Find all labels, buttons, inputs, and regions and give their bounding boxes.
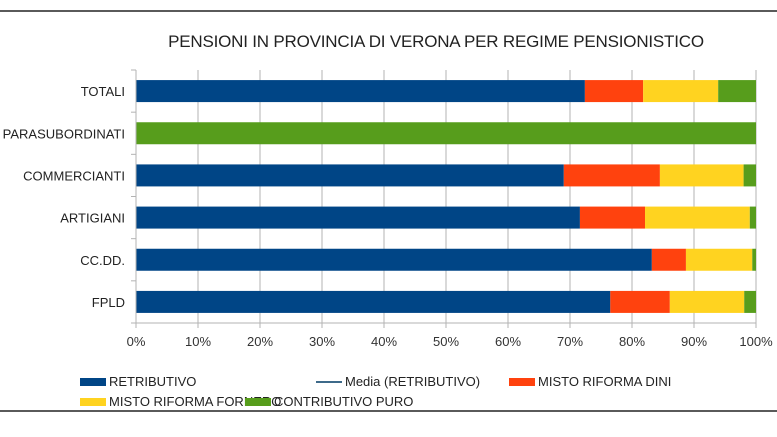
bar-segment-misto-riforma-fornero	[669, 290, 745, 313]
bars	[136, 80, 756, 313]
bar-segment-contributivo-puro	[744, 290, 756, 313]
grid-lines	[135, 70, 757, 323]
bottom-frame-line	[0, 410, 777, 412]
legend-label: RETRIBUTIVO	[109, 374, 197, 389]
x-tick-label: 40%	[371, 334, 397, 349]
x-tick-label: 80%	[619, 334, 645, 349]
bar-segment-misto-riforma-dini	[563, 164, 660, 187]
bar-segment-contributivo-puro	[718, 80, 756, 103]
category-label: ARTIGIANI	[60, 211, 125, 226]
top-frame-line	[0, 10, 777, 12]
category-labels: TOTALI PARASUBORDINATI COMMERCIANTI ARTIGIA…	[3, 84, 125, 310]
bar-segment-contributivo-puro	[743, 164, 756, 187]
bar-segment-contributivo-puro	[136, 122, 756, 145]
bar-segment-misto-riforma-dini	[584, 80, 644, 103]
legend-label: CONTRIBUTIVO PURO	[274, 394, 414, 409]
legend-label: MISTO RIFORMA FORNERO	[109, 394, 282, 409]
legend-item-contributivo-puro: CONTRIBUTIVO PURO	[245, 394, 413, 409]
axes	[131, 69, 757, 328]
category-label: TOTALI	[81, 84, 125, 99]
legend-item-misto-riforma-dini: MISTO RIFORMA DINI	[509, 374, 671, 389]
x-tick-label: 90%	[681, 334, 707, 349]
x-tick-label: 20%	[247, 334, 273, 349]
x-tick-label: 0%	[127, 334, 146, 349]
bar-segment-retributivo	[136, 248, 652, 271]
bar-segment-misto-riforma-dini	[579, 206, 646, 229]
bar-segment-contributivo-puro	[752, 248, 756, 271]
chart-title: PENSIONI IN PROVINCIA DI VERONA PER REGI…	[168, 32, 704, 51]
bar-segment-misto-riforma-fornero	[659, 164, 744, 187]
legend-label: Media (RETRIBUTIVO)	[345, 374, 481, 389]
x-tick-label: 50%	[433, 334, 459, 349]
x-tick-label: 70%	[557, 334, 583, 349]
bar-segment-misto-riforma-fornero	[645, 206, 750, 229]
bar-segment-contributivo-puro	[749, 206, 756, 229]
legend-line-swatch-media	[316, 380, 342, 383]
bar-segment-misto-riforma-fornero	[643, 80, 719, 103]
x-tick-labels: 0% 10% 20% 30% 40% 50% 60% 70% 80% 90% 100%	[127, 334, 773, 349]
bar-segment-retributivo	[136, 164, 564, 187]
legend-item-misto-riforma-fornero: MISTO RIFORMA FORNERO	[80, 394, 281, 409]
bar-segment-misto-riforma-fornero	[685, 248, 753, 271]
bar-segment-misto-riforma-dini	[610, 290, 670, 313]
legend-swatch-misto-riforma-dini	[509, 377, 535, 386]
x-tick-label: 30%	[309, 334, 335, 349]
legend-label: MISTO RIFORMA DINI	[538, 374, 672, 389]
legend-swatch-misto-riforma-fornero	[80, 397, 106, 406]
category-label: PARASUBORDINATI	[3, 126, 125, 141]
x-tick-label: 100%	[739, 334, 773, 349]
legend-item-retributivo: RETRIBUTIVO	[80, 374, 196, 389]
category-label: CC.DD.	[80, 253, 125, 268]
legend-swatch-contributivo-puro	[245, 397, 271, 406]
legend-swatch-retributivo	[80, 377, 106, 386]
category-label: FPLD	[92, 295, 125, 310]
x-tick-label: 60%	[495, 334, 521, 349]
bar-segment-retributivo	[136, 80, 585, 103]
category-label: COMMERCIANTI	[23, 168, 125, 183]
bar-segment-retributivo	[136, 206, 580, 229]
legend-item-media-retributivo: Media (RETRIBUTIVO)	[316, 374, 480, 389]
bar-segment-retributivo	[136, 290, 611, 313]
x-tick-label: 10%	[185, 334, 211, 349]
bar-segment-misto-riforma-dini	[651, 248, 686, 271]
